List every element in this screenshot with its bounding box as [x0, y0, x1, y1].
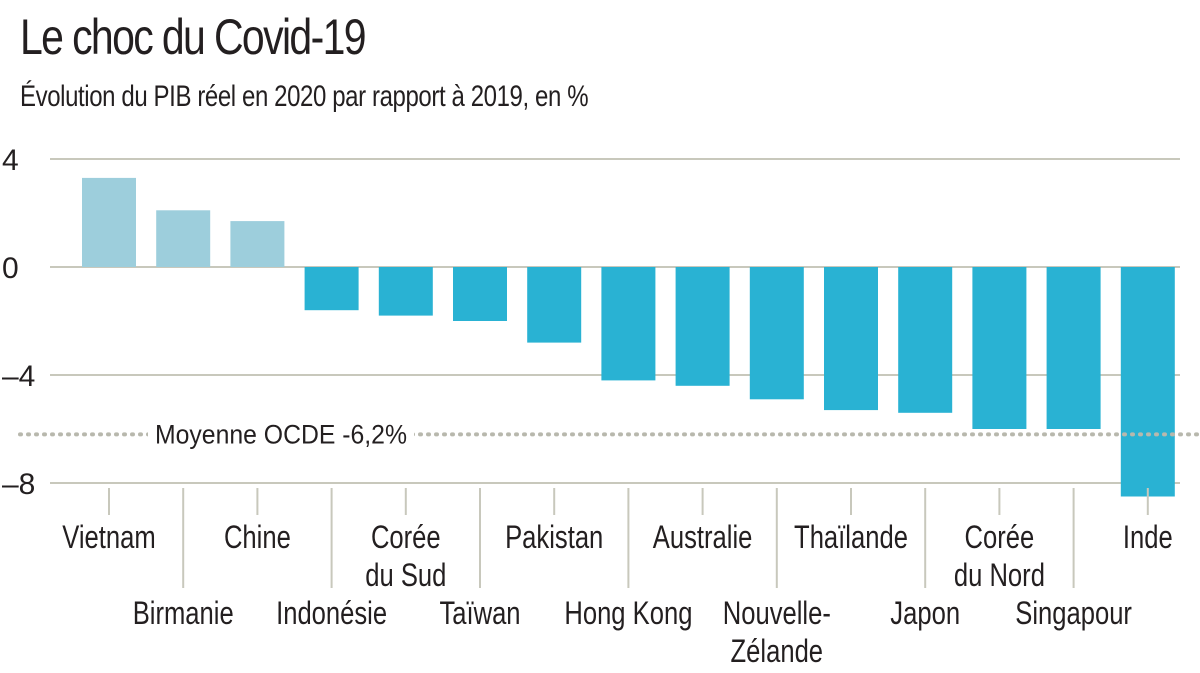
bar — [230, 221, 285, 267]
x-tick-label: Japon — [890, 595, 960, 631]
bar — [527, 267, 582, 343]
bar — [601, 267, 656, 381]
x-tick-label: Birmanie — [133, 595, 234, 631]
x-tick-label: du Sud — [365, 557, 446, 593]
x-tick-label: Nouvelle- — [723, 595, 831, 631]
y-axis-ticks: 4 0 –4 –8 — [2, 144, 35, 501]
oecd-average-label: Moyenne OCDE -6,2% — [155, 419, 407, 449]
bar — [453, 267, 507, 321]
bar — [378, 267, 433, 316]
bar — [304, 267, 359, 311]
x-tick-label: Hong Kong — [564, 595, 692, 631]
chart-title: Le choc du Covid-19 — [20, 9, 367, 65]
x-tick-label: Inde — [1123, 519, 1173, 555]
bar — [156, 210, 211, 267]
chart-subtitle: Évolution du PIB réel en 2020 par rappor… — [20, 80, 589, 113]
x-tick-label: Taïwan — [439, 595, 520, 631]
x-tick-label: Singapour — [1015, 595, 1132, 631]
bar — [972, 267, 1027, 429]
bar — [1120, 267, 1175, 497]
x-tick-label: Zélande — [731, 633, 824, 669]
x-tick-label: Corée — [965, 519, 1035, 555]
bar — [749, 267, 804, 400]
x-tick-label: Thaïlande — [794, 519, 908, 555]
bar — [675, 267, 730, 386]
x-tick-label: du Nord — [954, 557, 1045, 593]
y-tick-label: 4 — [2, 144, 19, 177]
bar — [1046, 267, 1101, 429]
y-tick-label: –8 — [2, 468, 35, 501]
x-tick-label: Corée — [371, 519, 441, 555]
x-tick-label: Chine — [224, 519, 291, 555]
bar — [898, 267, 953, 413]
y-tick-label: –4 — [2, 360, 35, 393]
x-tick-label: Vietnam — [62, 519, 156, 555]
bar — [824, 267, 878, 411]
x-tick-label: Indonésie — [276, 595, 387, 631]
bar — [82, 177, 136, 267]
x-tick-label: Pakistan — [505, 519, 603, 555]
x-tick-label: Australie — [653, 519, 753, 555]
reference-line-group: Moyenne OCDE -6,2% — [18, 416, 1200, 451]
oecd-average-label-background — [148, 416, 414, 451]
bars — [82, 177, 1175, 497]
y-tick-label: 0 — [2, 252, 19, 285]
